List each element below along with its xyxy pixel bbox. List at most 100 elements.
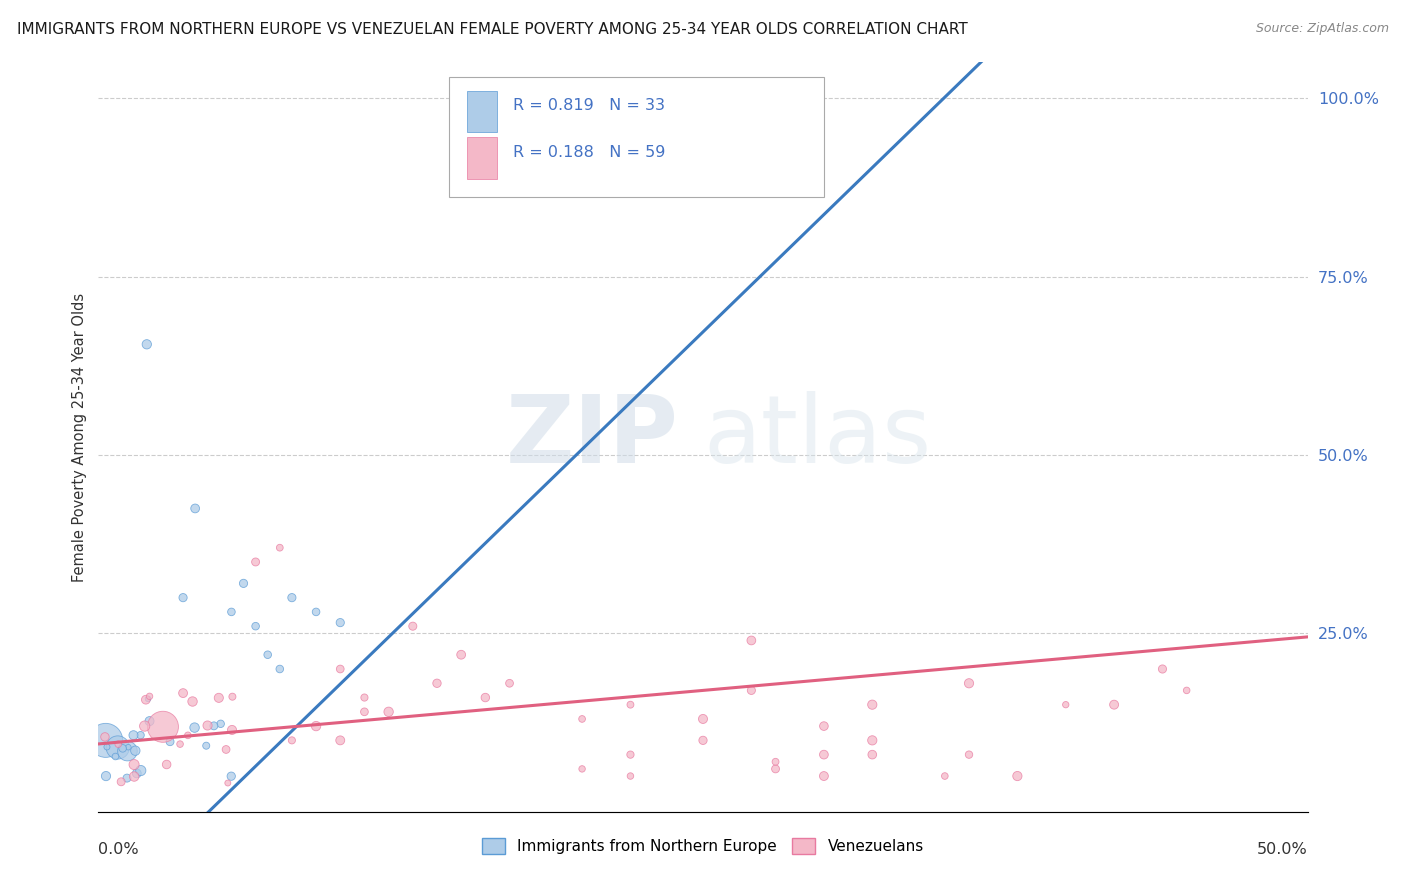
Point (860, 698, 883, 712)
Point (498, 676, 520, 690)
Point (111, 741, 134, 756)
Point (692, 733, 714, 747)
Point (177, 728, 200, 742)
Text: 0.0%: 0.0% (98, 842, 139, 856)
Point (957, 747, 980, 762)
Point (281, 733, 304, 747)
Point (426, 676, 449, 690)
FancyBboxPatch shape (449, 78, 824, 197)
Point (1054, 698, 1077, 712)
Point (281, 591, 304, 605)
Point (813, 747, 835, 762)
Point (221, 605, 243, 619)
Point (269, 541, 291, 555)
Point (183, 721, 205, 735)
Point (184, 501, 207, 516)
Point (122, 728, 145, 742)
Point (129, 728, 152, 742)
Text: atlas: atlas (703, 391, 931, 483)
Point (571, 712, 593, 726)
Point (124, 744, 146, 758)
Point (813, 769, 835, 783)
Point (256, 648, 278, 662)
Point (269, 662, 291, 676)
Point (765, 755, 787, 769)
Point (232, 576, 254, 591)
Point (94, 733, 117, 747)
Point (219, 769, 242, 783)
Point (217, 776, 239, 790)
Point (860, 747, 883, 762)
Point (353, 690, 375, 705)
Point (104, 749, 127, 764)
Point (115, 771, 138, 785)
Text: Source: ZipAtlas.com: Source: ZipAtlas.com (1256, 22, 1389, 36)
Point (129, 764, 152, 778)
Point (813, 719, 835, 733)
Point (1175, 683, 1198, 698)
Point (122, 757, 145, 772)
Point (138, 690, 160, 704)
Point (305, 605, 328, 619)
Point (181, 694, 204, 708)
Point (619, 769, 641, 783)
Point (152, 720, 174, 734)
Point (245, 555, 267, 569)
Point (195, 739, 218, 753)
Point (1102, 698, 1125, 712)
Point (172, 686, 194, 700)
Point (110, 774, 132, 789)
Point (159, 734, 181, 748)
Point (94, 769, 117, 783)
Point (329, 615, 352, 630)
Point (208, 690, 231, 705)
Point (135, 692, 157, 706)
FancyBboxPatch shape (467, 91, 498, 132)
Point (125, 766, 148, 780)
Point (245, 619, 267, 633)
Point (134, 719, 156, 733)
Point (329, 662, 352, 676)
Text: 50.0%: 50.0% (1257, 842, 1308, 856)
Point (619, 698, 641, 712)
Point (934, 769, 956, 783)
Point (692, 712, 714, 726)
Point (172, 591, 194, 605)
Text: ZIP: ZIP (506, 391, 679, 483)
Point (94, 730, 117, 744)
Point (117, 740, 139, 755)
Point (107, 740, 129, 755)
Point (135, 337, 157, 351)
Point (209, 716, 232, 731)
Point (740, 683, 762, 698)
Point (305, 719, 328, 733)
Point (860, 733, 883, 747)
Point (377, 705, 399, 719)
Point (740, 633, 762, 648)
Point (117, 744, 139, 758)
Point (329, 733, 352, 747)
Point (474, 690, 496, 705)
Point (138, 714, 160, 728)
Point (221, 690, 243, 704)
Point (215, 742, 238, 756)
Text: R = 0.188   N = 59: R = 0.188 N = 59 (513, 145, 665, 160)
Point (197, 718, 219, 732)
Point (122, 770, 145, 784)
Point (353, 705, 375, 719)
Point (1007, 769, 1029, 783)
Legend: Immigrants from Northern Europe, Venezuelans: Immigrants from Northern Europe, Venezue… (477, 832, 929, 860)
Point (202, 719, 225, 733)
Point (136, 691, 159, 706)
Point (96, 739, 118, 754)
FancyBboxPatch shape (467, 137, 498, 178)
Point (765, 762, 787, 776)
Point (221, 723, 243, 737)
Y-axis label: Female Poverty Among 25-34 Year Olds: Female Poverty Among 25-34 Year Olds (72, 293, 87, 582)
Point (957, 676, 980, 690)
Point (402, 619, 425, 633)
Point (619, 747, 641, 762)
Point (1152, 662, 1174, 676)
Point (156, 757, 179, 772)
Point (571, 762, 593, 776)
